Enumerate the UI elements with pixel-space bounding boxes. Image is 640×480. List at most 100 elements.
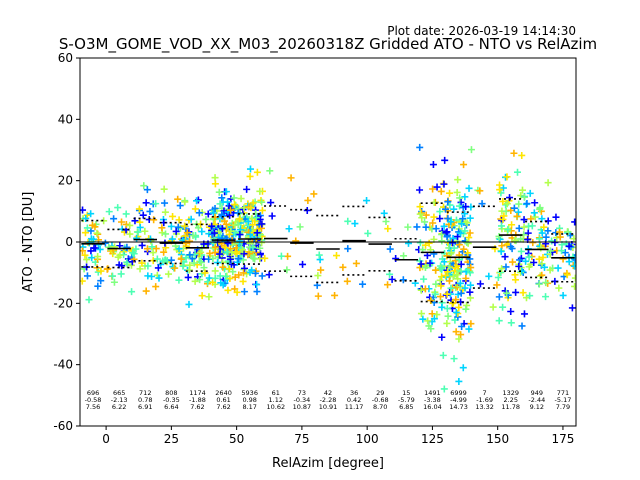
scatter-point	[440, 180, 448, 188]
bin-std-label: 16.04	[423, 403, 442, 411]
scatter-point	[134, 228, 142, 236]
scatter-point	[430, 315, 438, 323]
scatter-point	[457, 229, 465, 237]
scatter-point	[175, 216, 183, 224]
scatter-point	[138, 241, 146, 249]
scatter-point	[485, 272, 493, 280]
scatter-point	[152, 245, 160, 253]
scatter-point	[496, 186, 504, 194]
bin-mean-label: 1.12	[269, 396, 283, 404]
scatter-point	[314, 292, 322, 300]
scatter-point	[529, 239, 537, 247]
bin-mean-label: -0.34	[293, 396, 310, 404]
scatter-point	[179, 262, 187, 270]
scatter-point	[352, 259, 360, 267]
scatter-point	[544, 179, 552, 187]
scatter-point	[246, 230, 254, 238]
scatter-point	[512, 288, 520, 296]
scatter-point	[436, 276, 444, 284]
scatter-point	[571, 262, 576, 270]
scatter-point	[515, 262, 523, 270]
scatter-point	[169, 212, 177, 220]
scatter-point	[249, 221, 257, 229]
scatter-point	[441, 156, 449, 164]
scatter-point	[476, 280, 484, 288]
scatter-point	[136, 265, 144, 273]
scatter-point	[452, 308, 460, 316]
scatter-point	[105, 243, 113, 251]
scatter-point	[522, 257, 530, 265]
plot-date: Plot date: 2026-03-19 14:14:30	[387, 24, 576, 38]
scatter-point	[209, 254, 217, 262]
scatter-point	[467, 264, 475, 272]
scatter-point	[416, 210, 424, 218]
scatter-point	[316, 256, 324, 264]
bin-count-label: 36	[350, 389, 358, 397]
bin-count-label: 73	[298, 389, 306, 397]
scatter-point	[209, 278, 217, 286]
scatter-point	[449, 239, 457, 247]
bin-mean-label: -3.38	[424, 396, 441, 404]
scatter-point	[539, 253, 547, 261]
scatter-point	[507, 206, 515, 214]
bin-mean-label: -2.44	[528, 396, 545, 404]
bin-mean-label: -1.69	[476, 396, 493, 404]
bin-count-label: 61	[272, 389, 280, 397]
scatter-point	[127, 261, 135, 269]
scatter-point	[88, 221, 96, 229]
scatter-point	[227, 206, 235, 214]
scatter-point	[135, 205, 143, 213]
bin-std-label: 10.91	[319, 403, 338, 411]
scatter-point	[416, 186, 424, 194]
scatter-point	[565, 258, 573, 266]
bin-mean-label: -0.68	[372, 396, 389, 404]
scatter-point	[277, 252, 285, 260]
scatter-point	[195, 249, 203, 257]
scatter-point	[215, 188, 223, 196]
scatter-point	[117, 270, 125, 278]
scatter-point	[447, 218, 455, 226]
axes: 0 25 50 75 100 125 150 175 -60 -40 -20 0 20 40 60	[53, 51, 574, 446]
scatter-point	[118, 218, 126, 226]
scatter-point	[265, 271, 273, 279]
scatter-point	[542, 233, 550, 241]
scatter-point	[253, 168, 261, 176]
scatter-point	[384, 281, 392, 289]
scatter-point	[386, 245, 394, 253]
scatter-point	[413, 223, 421, 231]
scatter-point	[528, 222, 536, 230]
scatter-point	[205, 293, 213, 301]
scatter-point	[244, 217, 252, 225]
scatter-point	[418, 214, 426, 222]
scatter-point	[80, 277, 86, 285]
scatter-point	[555, 284, 563, 292]
scatter-point	[458, 323, 466, 331]
scatter-point	[233, 258, 241, 266]
scatter-point	[160, 185, 168, 193]
x-tick-label: 100	[356, 432, 379, 446]
bin-std-label: 13.32	[475, 403, 494, 411]
scatter-point	[540, 223, 548, 231]
scatter-point	[563, 271, 571, 279]
scatter-point	[144, 272, 152, 280]
scatter-point	[531, 213, 539, 221]
scatter-point	[239, 277, 247, 285]
scatter-point	[231, 273, 239, 281]
scatter-point	[454, 176, 462, 184]
scatter-point	[421, 285, 429, 293]
scatter-point	[417, 310, 425, 318]
scatter-point	[416, 239, 424, 247]
scatter-point	[251, 217, 259, 225]
scatter-point	[161, 208, 169, 216]
scatter-point	[548, 237, 556, 245]
scatter-point	[176, 202, 184, 210]
scatter-point	[331, 291, 339, 299]
scatter-point	[503, 200, 511, 208]
scatter-point	[392, 255, 400, 263]
scatter-point	[253, 229, 261, 237]
scatter-point	[168, 235, 176, 243]
bin-count-label: 42	[324, 389, 332, 397]
bin-std-label: 7.79	[556, 403, 570, 411]
scatter-point	[571, 282, 576, 290]
